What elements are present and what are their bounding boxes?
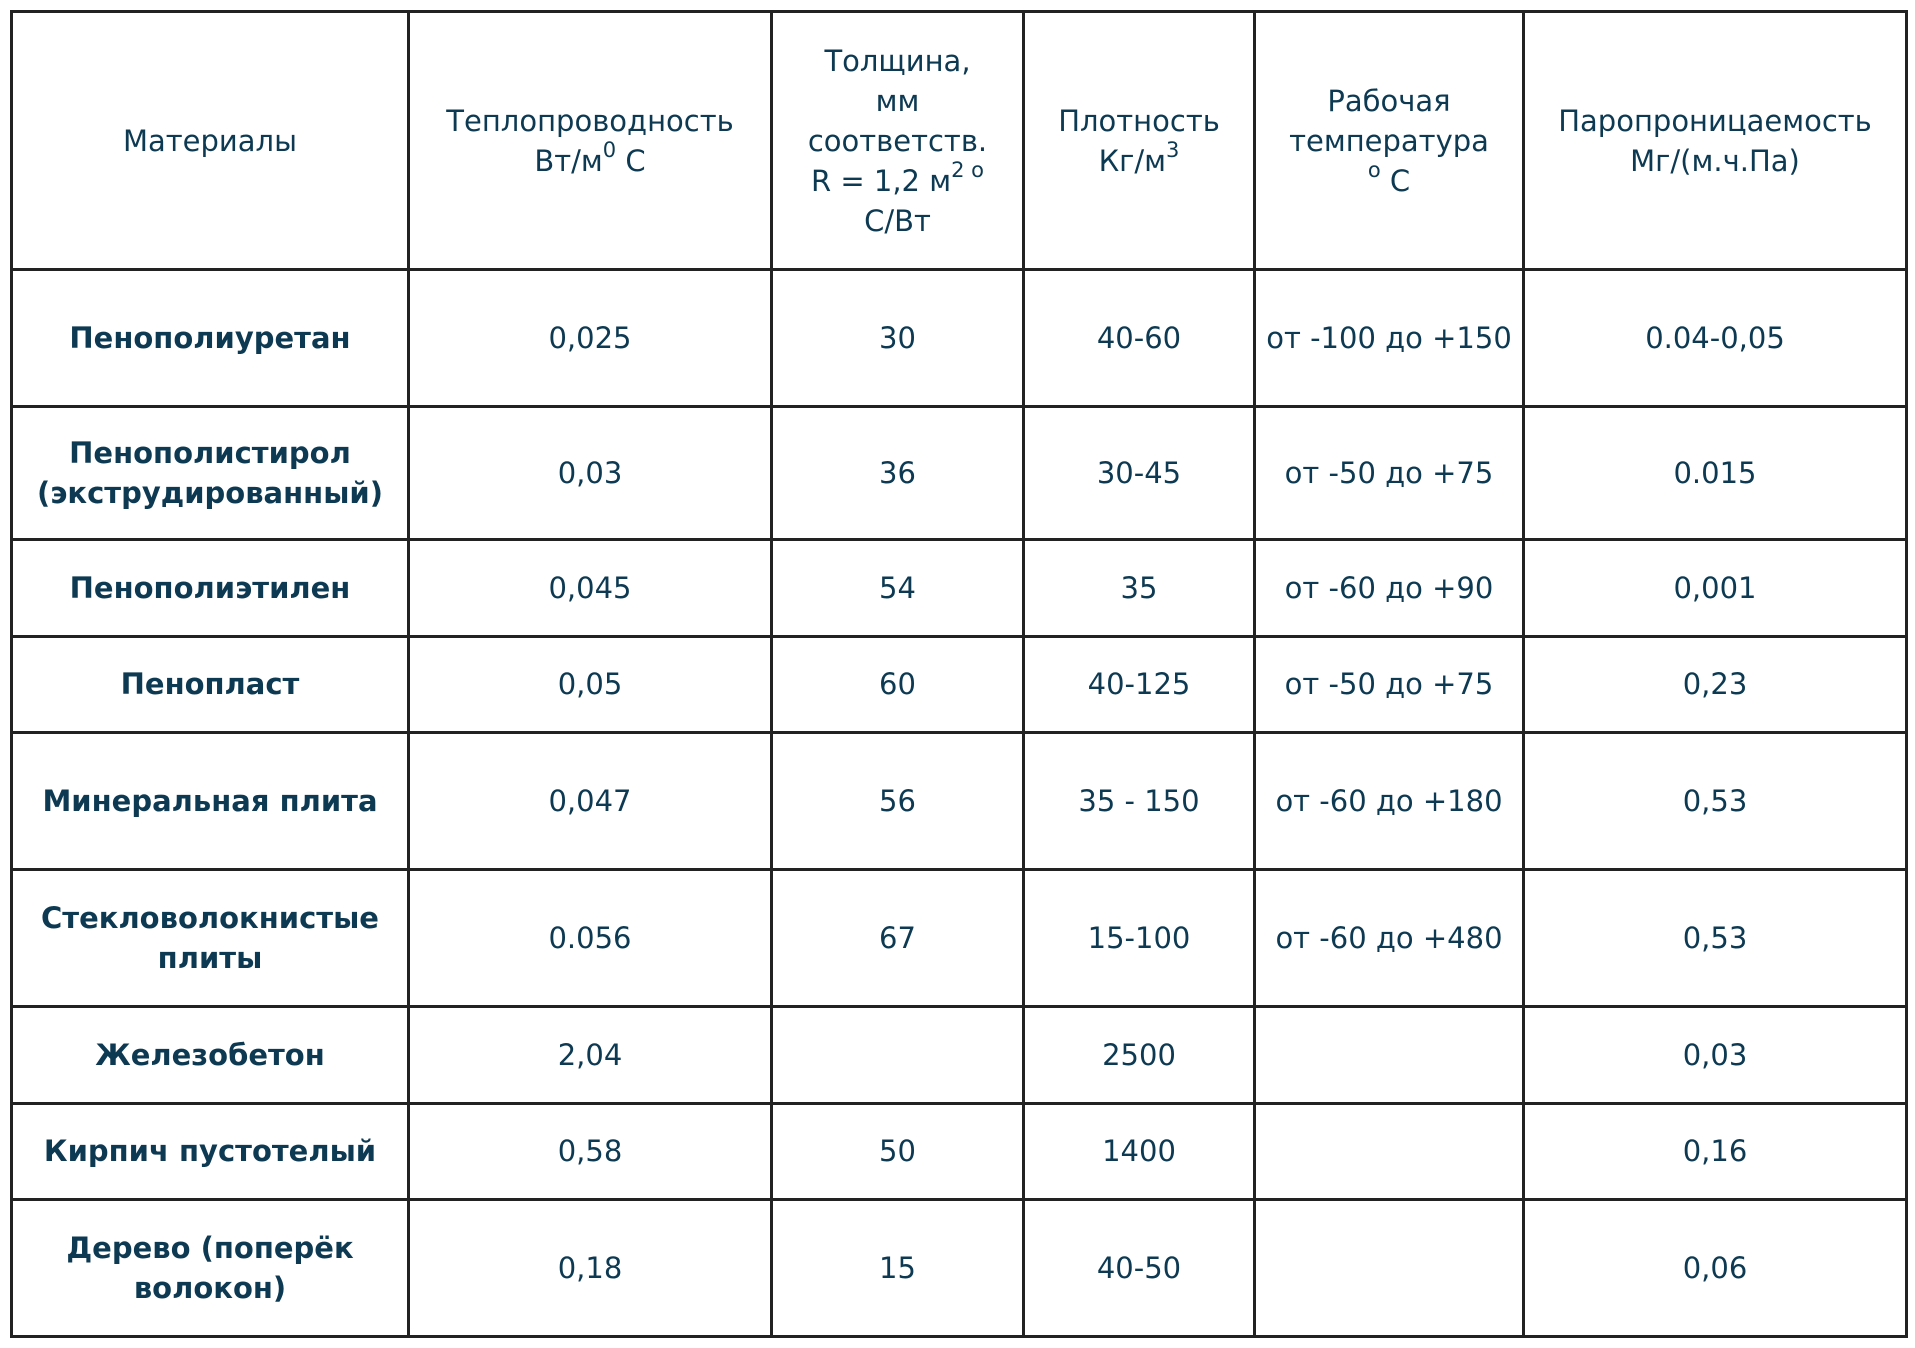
table-row: Минеральная плита 0,047 56 35 - 150 от -… <box>10 730 1908 872</box>
cell-material: Пенопласт <box>10 634 410 734</box>
cell-density: 40-50 <box>1022 1197 1256 1339</box>
header-density-unit: Кг/м3 <box>1035 137 1243 181</box>
cell-conductivity: 2,04 <box>407 1005 773 1105</box>
header-vapor-unit: Мг/(м.ч.Па) <box>1630 143 1800 178</box>
cell-vapor: 0.015 <box>1522 405 1908 542</box>
cell-temperature: от -60 до +90 <box>1253 538 1525 638</box>
cell-material: Пенополистирол (экструдированный) <box>10 405 410 542</box>
conductivity-unit-suffix: С <box>616 143 646 178</box>
cell-thickness: 36 <box>770 405 1025 542</box>
cell-material: Стекловолокнистые плиты <box>10 868 410 1009</box>
cell-vapor: 0,53 <box>1522 868 1908 1009</box>
cell-density: 2500 <box>1022 1005 1256 1105</box>
header-thickness-line2: мм <box>875 83 920 118</box>
cell-conductivity: 0.056 <box>407 868 773 1009</box>
cell-material: Железобетон <box>10 1005 410 1105</box>
header-thickness-line1: Толщина, <box>824 43 971 78</box>
cell-material: Дерево (поперёк волокон) <box>10 1197 410 1339</box>
cell-thickness: 15 <box>770 1197 1025 1339</box>
cell-conductivity: 0,047 <box>407 730 773 872</box>
cell-vapor: 0,03 <box>1522 1005 1908 1105</box>
table-row: Дерево (поперёк волокон) 0,18 15 40-50 0… <box>10 1197 1908 1339</box>
cell-temperature: от -100 до +150 <box>1253 267 1525 409</box>
cell-conductivity: 0,025 <box>407 267 773 409</box>
header-conductivity-unit: Вт/м0 С <box>420 137 760 181</box>
cell-density: 35 - 150 <box>1022 730 1256 872</box>
thickness-r-sup: 2 о <box>951 157 984 182</box>
materials-comparison-table: Материалы Теплопроводность Вт/м0 С Толщи… <box>10 10 1908 1339</box>
header-density: Плотность Кг/м3 <box>1022 10 1256 271</box>
cell-vapor: 0,06 <box>1522 1197 1908 1339</box>
cell-vapor: 0,23 <box>1522 634 1908 734</box>
table-row: Пенополиэтилен 0,045 54 35 от -60 до +90… <box>10 538 1908 638</box>
density-unit-base: Кг/м <box>1098 143 1167 178</box>
density-unit-sup: 3 <box>1166 137 1180 162</box>
cell-density: 1400 <box>1022 1101 1256 1201</box>
table-row: Железобетон 2,04 2500 0,03 <box>10 1005 1908 1105</box>
cell-thickness: 50 <box>770 1101 1025 1201</box>
cell-temperature: от -50 до +75 <box>1253 634 1525 734</box>
cell-vapor: 0.04-0,05 <box>1522 267 1908 409</box>
header-materials-label: Материалы <box>123 123 297 158</box>
cell-vapor: 0,16 <box>1522 1101 1908 1201</box>
header-density-label: Плотность <box>1058 103 1220 138</box>
cell-conductivity: 0,18 <box>407 1197 773 1339</box>
cell-conductivity: 0,05 <box>407 634 773 734</box>
header-temperature-unit: о С <box>1266 157 1512 201</box>
header-thickness-line5: С/Вт <box>864 203 931 238</box>
cell-thickness: 54 <box>770 538 1025 638</box>
header-row: Материалы Теплопроводность Вт/м0 С Толщи… <box>10 10 1908 271</box>
table-row: Пенополиуретан 0,025 30 40-60 от -100 до… <box>10 267 1908 409</box>
cell-temperature <box>1253 1101 1525 1201</box>
cell-material: Пенополиуретан <box>10 267 410 409</box>
table-row: Стекловолокнистые плиты 0.056 67 15-100 … <box>10 868 1908 1009</box>
header-materials: Материалы <box>10 10 410 271</box>
cell-thickness: 60 <box>770 634 1025 734</box>
header-thickness-line3: соответств. <box>807 123 988 158</box>
header-vapor: Паропроницаемость Мг/(м.ч.Па) <box>1522 10 1908 271</box>
temperature-unit-sup: о <box>1367 157 1381 182</box>
cell-temperature: от -50 до +75 <box>1253 405 1525 542</box>
cell-temperature <box>1253 1005 1525 1105</box>
header-thickness-line4: R = 1,2 м2 о <box>783 157 1012 201</box>
cell-material: Пенополиэтилен <box>10 538 410 638</box>
cell-thickness: 56 <box>770 730 1025 872</box>
cell-density: 40-60 <box>1022 267 1256 409</box>
cell-temperature: от -60 до +480 <box>1253 868 1525 1009</box>
cell-material: Минеральная плита <box>10 730 410 872</box>
cell-thickness: 30 <box>770 267 1025 409</box>
thickness-r-prefix: R = 1,2 м <box>811 163 952 198</box>
conductivity-unit-base: Вт/м <box>534 143 603 178</box>
temperature-unit-suffix: С <box>1380 163 1411 198</box>
header-conductivity-label: Теплопроводность <box>446 103 734 138</box>
cell-material: Кирпич пустотелый <box>10 1101 410 1201</box>
cell-thickness <box>770 1005 1025 1105</box>
header-conductivity: Теплопроводность Вт/м0 С <box>407 10 773 271</box>
cell-density: 30-45 <box>1022 405 1256 542</box>
table-row: Пенопласт 0,05 60 40-125 от -50 до +75 0… <box>10 634 1908 734</box>
cell-conductivity: 0,58 <box>407 1101 773 1201</box>
header-vapor-label: Паропроницаемость <box>1558 103 1872 138</box>
conductivity-unit-sup: 0 <box>602 137 617 162</box>
table-row: Пенополистирол (экструдированный) 0,03 3… <box>10 405 1908 542</box>
cell-vapor: 0,001 <box>1522 538 1908 638</box>
header-thickness: Толщина, мм соответств. R = 1,2 м2 о С/В… <box>770 10 1025 271</box>
cell-vapor: 0,53 <box>1522 730 1908 872</box>
cell-temperature <box>1253 1197 1525 1339</box>
cell-conductivity: 0,045 <box>407 538 773 638</box>
header-temperature-line2: температура <box>1289 123 1489 158</box>
header-temperature-line1: Рабочая <box>1327 83 1451 118</box>
header-temperature: Рабочая температура о С <box>1253 10 1525 271</box>
table-row: Кирпич пустотелый 0,58 50 1400 0,16 <box>10 1101 1908 1201</box>
cell-density: 35 <box>1022 538 1256 638</box>
cell-thickness: 67 <box>770 868 1025 1009</box>
cell-density: 15-100 <box>1022 868 1256 1009</box>
cell-conductivity: 0,03 <box>407 405 773 542</box>
cell-temperature: от -60 до +180 <box>1253 730 1525 872</box>
cell-density: 40-125 <box>1022 634 1256 734</box>
